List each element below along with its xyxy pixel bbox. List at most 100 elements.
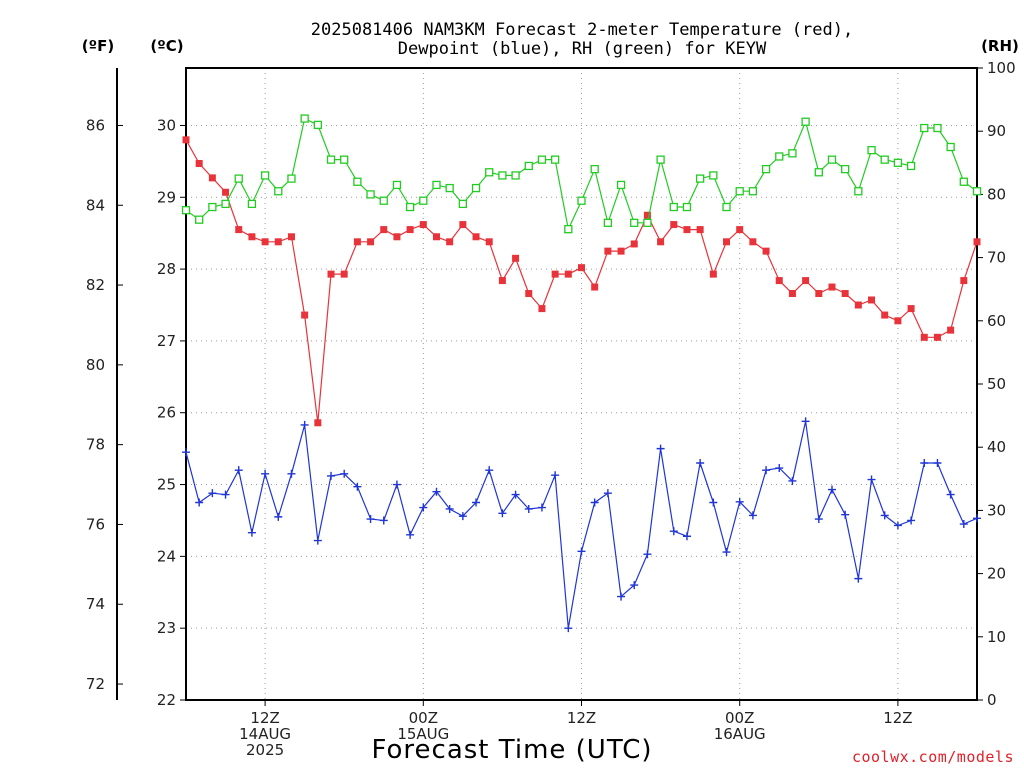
temperature-point <box>683 226 691 234</box>
temperature-point <box>419 221 427 229</box>
rh-tick-label: 10 <box>987 628 1006 646</box>
temperature-point <box>459 221 467 229</box>
temperature-point <box>736 226 744 234</box>
dewpoint-point <box>762 466 771 475</box>
dewpoint-point <box>300 420 309 429</box>
dewpoint-point <box>221 490 230 499</box>
dewpoint-line <box>185 421 978 629</box>
fahrenheit-tick-label: 76 <box>86 515 105 533</box>
temperature-point <box>815 290 823 298</box>
dewpoint-point <box>195 498 204 507</box>
rh-point <box>867 146 876 155</box>
rh-tick-label: 60 <box>987 312 1006 330</box>
dewpoint-point <box>973 514 981 523</box>
temperature-point <box>907 305 915 313</box>
rh-point <box>920 123 929 133</box>
rh-point <box>643 218 652 227</box>
celsius-tick-label: 30 <box>157 116 176 134</box>
temperature-series <box>182 136 981 427</box>
temperature-point <box>828 283 836 291</box>
rh-point <box>577 196 586 205</box>
dewpoint-point <box>617 592 626 601</box>
temperature-point <box>696 226 704 234</box>
rh-point <box>471 183 481 193</box>
dewpoint-point <box>261 469 270 478</box>
dewpoint-point <box>577 547 586 556</box>
temperature-point <box>182 136 190 144</box>
x-tick-label: 15AUG <box>397 725 449 743</box>
temperature-point <box>920 333 928 341</box>
rh-point <box>498 171 507 180</box>
temperature-point <box>591 283 599 291</box>
temperature-point <box>340 270 348 278</box>
rh-point <box>326 155 336 164</box>
temperature-point <box>604 247 612 255</box>
rh-point <box>827 155 837 164</box>
x-tick-label: 2025 <box>246 741 284 759</box>
temperature-point <box>498 277 506 285</box>
dewpoint-point <box>841 510 850 519</box>
dewpoint-point <box>498 509 507 518</box>
temperature-point <box>208 174 216 182</box>
rh-point <box>181 206 191 215</box>
dewpoint-point <box>366 515 375 524</box>
celsius-tick-label: 28 <box>157 260 176 278</box>
tick-labels: 22 23 24 25 26 27 28 29 30 72 74 76 78 80 82 84 86 0 10 20 3… <box>86 59 1016 759</box>
rh-unit-label: (RH) <box>981 37 1019 55</box>
credit-text: coolwx.com/models <box>852 748 1014 766</box>
rh-point <box>234 174 243 183</box>
dewpoint-point <box>182 448 190 457</box>
temperature-line <box>185 139 978 423</box>
temperature-point <box>222 188 230 196</box>
temperature-point <box>432 233 440 241</box>
rh-point <box>709 171 718 180</box>
rh-point <box>775 152 784 161</box>
rh-point <box>274 187 283 196</box>
celsius-tick-label: 26 <box>157 404 176 422</box>
temperature-point <box>472 233 480 241</box>
rh-tick-label: 100 <box>987 59 1016 77</box>
temperature-point <box>841 290 849 298</box>
rh-point <box>590 164 599 174</box>
dewpoint-point <box>907 516 916 525</box>
rh-point <box>432 180 441 190</box>
dewpoint-point <box>551 471 560 480</box>
dewpoint-point <box>722 548 731 557</box>
dewpoint-point <box>946 490 955 499</box>
rh-tick-label: 50 <box>987 375 1006 393</box>
rh-point <box>893 158 903 167</box>
rh-point <box>208 202 217 212</box>
dewpoint-point <box>445 504 454 513</box>
temperature-point <box>367 238 375 246</box>
data-series <box>181 114 982 633</box>
rh-tick-label: 70 <box>987 249 1006 267</box>
rh-point <box>524 161 533 171</box>
rh-point <box>392 180 402 190</box>
temperature-point <box>287 233 295 241</box>
dewpoint-point <box>524 504 533 513</box>
celsius-tick-label: 24 <box>157 547 176 565</box>
axes <box>116 67 978 701</box>
fahrenheit-tick-label: 82 <box>86 276 105 294</box>
dewpoint-point <box>247 528 256 537</box>
rh-point <box>788 149 797 158</box>
rh-point <box>630 218 639 227</box>
temperature-point <box>933 333 941 341</box>
rh-point <box>603 218 613 227</box>
dewpoint-point <box>893 521 902 530</box>
rh-point <box>511 171 520 180</box>
rh-point <box>906 161 916 171</box>
rh-point <box>959 177 968 186</box>
dewpoint-point <box>630 581 639 590</box>
temperature-point <box>854 301 862 309</box>
fahrenheit-tick-label: 80 <box>86 356 105 374</box>
rh-tick-label: 30 <box>987 501 1006 519</box>
rh-point <box>564 225 573 234</box>
temperature-point <box>485 238 493 246</box>
dewpoint-point <box>603 489 612 498</box>
dewpoint-point <box>353 482 362 491</box>
temperature-point <box>512 254 520 262</box>
rh-point <box>761 164 771 174</box>
rh-point <box>313 120 322 130</box>
